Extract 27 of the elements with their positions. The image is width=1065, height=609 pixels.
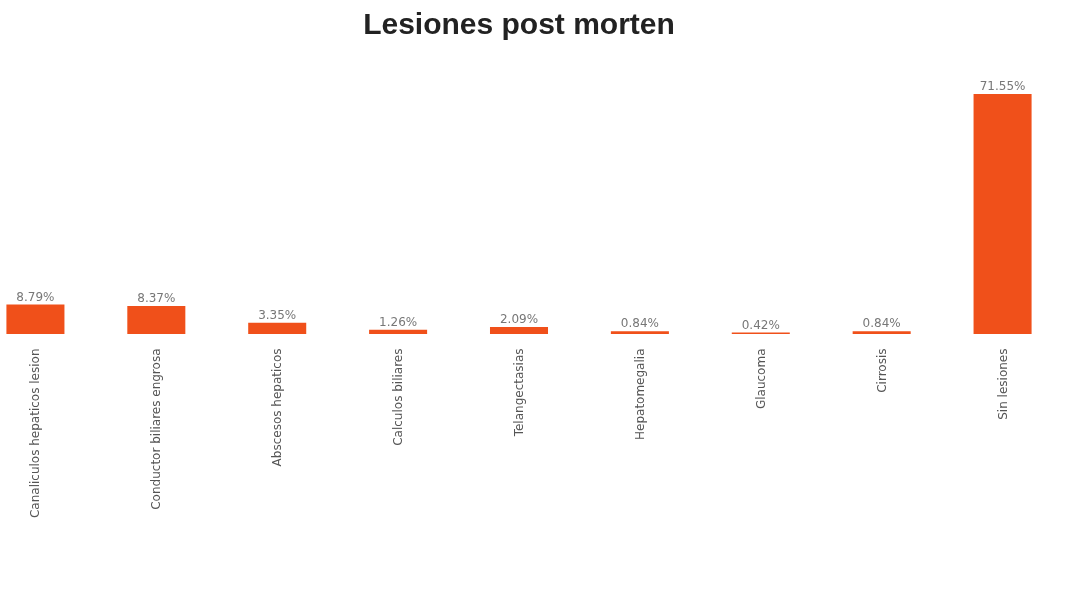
- data-label: 0.84%: [862, 316, 901, 331]
- x-tick-label: Sin lesiones: [995, 348, 1010, 420]
- x-tick-label: Abscesos hepaticos: [270, 348, 285, 467]
- data-label: 2.09%: [499, 311, 539, 326]
- data-label: 0.42%: [741, 317, 780, 332]
- x-tick-label: Telangectasias: [512, 348, 526, 438]
- bar: [127, 305, 186, 334]
- data-label: 8.79%: [16, 289, 55, 304]
- data-label: 1.26%: [379, 314, 418, 329]
- bar: [369, 329, 428, 334]
- bar: [6, 304, 65, 334]
- x-tick-label: Cirrosis: [874, 348, 889, 393]
- bar: [852, 331, 911, 334]
- data-label: 3.35%: [258, 307, 297, 322]
- data-label: 8.37%: [137, 290, 176, 305]
- data-label: 71.55%: [979, 79, 1026, 93]
- bar: [973, 94, 1032, 334]
- chart-title: Lesiones post morten: [363, 7, 675, 40]
- bar: [489, 326, 549, 334]
- x-tick-label: Hepatomegalia: [632, 348, 647, 440]
- data-label: 0.84%: [620, 316, 659, 331]
- x-tick-label: Canaliculos hepaticos lesion: [28, 348, 43, 519]
- bar: [610, 331, 669, 334]
- bar: [248, 322, 307, 334]
- x-tick-label: Glaucoma: [753, 348, 768, 410]
- x-tick-label: Conductor biliares engrosa: [149, 348, 164, 510]
- x-tick-label: Calculos biliares: [391, 348, 406, 446]
